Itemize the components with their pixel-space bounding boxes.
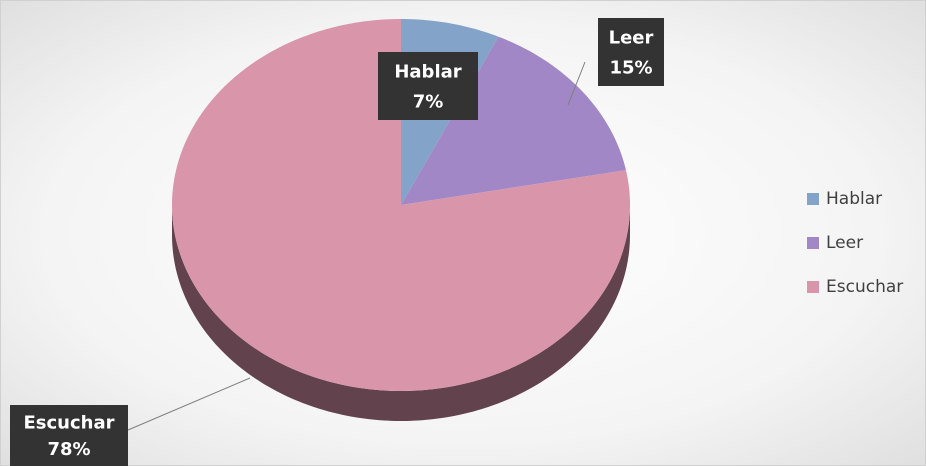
slice-side: [172, 205, 630, 421]
leader-line: [127, 377, 251, 431]
legend-swatch: [807, 281, 819, 293]
leader-line: [567, 61, 586, 106]
label-category: Hablar: [394, 61, 461, 82]
label-box: [378, 52, 478, 120]
label-category: Escuchar: [23, 412, 114, 433]
legend-label: Leer: [826, 233, 863, 253]
data-labels: Hablar 7% Leer 15% Escuchar 78%: [10, 18, 664, 466]
label-box: [598, 18, 664, 86]
label-value: 15%: [609, 57, 652, 78]
legend-label: Hablar: [826, 189, 882, 209]
label-category: Leer: [609, 27, 654, 48]
label-value: 78%: [47, 439, 90, 460]
legend-label: Escuchar: [826, 277, 903, 297]
label-box: [10, 405, 128, 466]
label-value: 7%: [413, 91, 444, 112]
legend-swatch: [807, 193, 819, 205]
slice: [401, 36, 626, 206]
legend: Hablar Leer Escuchar: [807, 189, 903, 297]
slice: [172, 19, 630, 391]
legend-swatch: [807, 237, 819, 249]
